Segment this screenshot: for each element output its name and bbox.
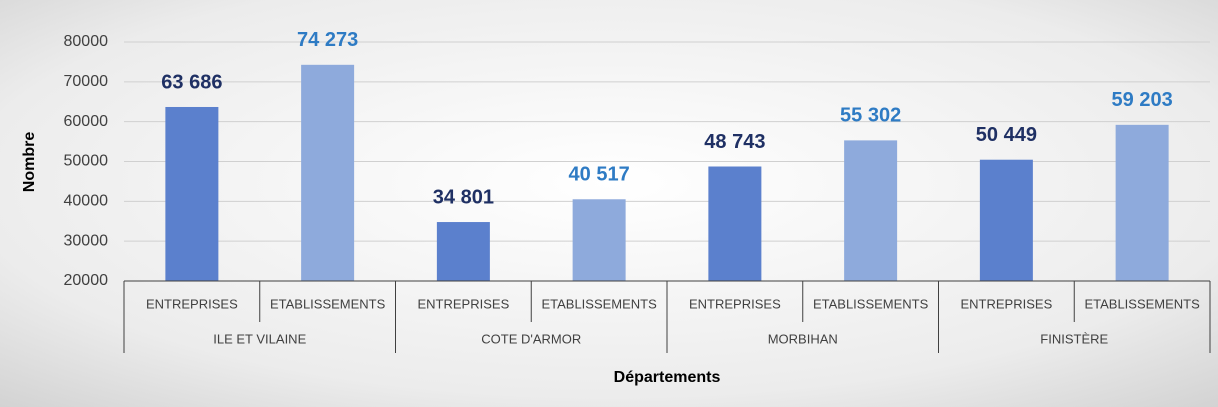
y-tick-label: 60000: [64, 113, 109, 130]
x-group-label: ILE ET VILAINE: [213, 331, 306, 346]
y-tick-label: 40000: [64, 193, 109, 210]
y-tick-label: 70000: [64, 73, 109, 90]
bar: [436, 222, 490, 281]
data-label: 74 273: [297, 29, 358, 51]
bar: [708, 166, 762, 281]
y-tick-label: 30000: [64, 232, 109, 249]
x-tick-label: ENTREPRISES: [689, 296, 781, 311]
x-tick-label: ENTREPRISES: [146, 296, 238, 311]
x-tick-label: ENTREPRISES: [961, 296, 1053, 311]
x-group-label: COTE D'ARMOR: [481, 331, 581, 346]
bar: [844, 140, 898, 281]
bar: [1115, 124, 1169, 281]
data-label: 63 686: [161, 71, 222, 93]
data-label: 48 743: [704, 131, 765, 153]
y-tick-label: 20000: [64, 272, 109, 289]
data-label: 40 517: [569, 164, 630, 186]
data-label: 59 203: [1112, 89, 1173, 111]
x-group-label: FINISTÈRE: [1040, 331, 1108, 346]
x-tick-label: ETABLISSEMENTS: [270, 296, 386, 311]
x-group-label: MORBIHAN: [768, 331, 838, 346]
data-label: 50 449: [976, 124, 1037, 146]
data-label: 55 302: [840, 105, 901, 127]
x-axis-label: Départements: [614, 369, 721, 386]
y-tick-label: 80000: [64, 33, 109, 50]
bar: [165, 106, 219, 281]
bar: [572, 199, 626, 281]
x-tick-label: ETABLISSEMENTS: [813, 296, 929, 311]
x-tick-label: ETABLISSEMENTS: [541, 296, 657, 311]
x-tick-label: ETABLISSEMENTS: [1084, 296, 1200, 311]
bar: [979, 159, 1033, 281]
data-label: 34 801: [433, 186, 494, 208]
x-tick-label: ENTREPRISES: [418, 296, 510, 311]
bar: [301, 64, 355, 281]
y-tick-label: 50000: [64, 153, 109, 170]
y-axis-label: Nombre: [21, 132, 38, 193]
